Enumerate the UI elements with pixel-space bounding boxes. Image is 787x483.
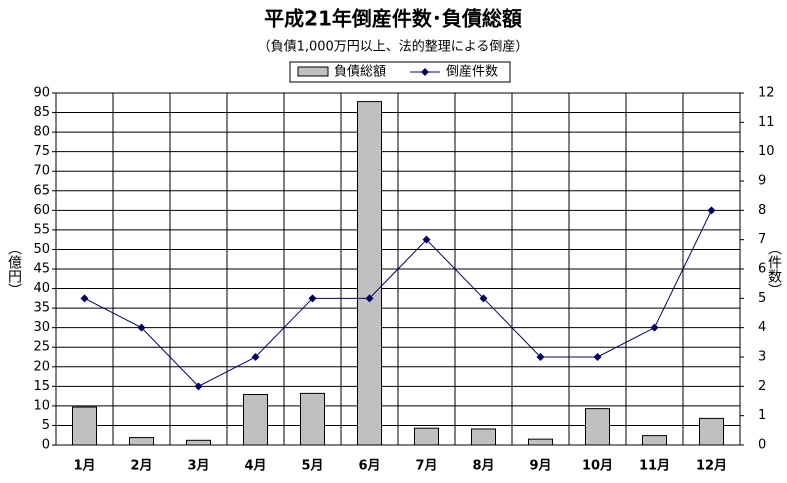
y-tick-label: 0 — [42, 438, 50, 453]
x-tick-label: 12月 — [696, 459, 727, 474]
y-tick-label: 25 — [33, 340, 50, 355]
line-marker — [593, 353, 602, 361]
x-tick-label: 9月 — [529, 459, 551, 474]
y2-tick-label: 0 — [758, 438, 766, 453]
chart-subtitle: （負債1,000万円以上、法的整理による倒産） — [258, 39, 529, 55]
y2-tick-label: 8 — [758, 203, 766, 218]
y-tick-label: 20 — [33, 359, 50, 374]
y2-tick-label: 12 — [758, 86, 775, 101]
x-tick-label: 8月 — [472, 459, 494, 474]
y2-tick-label: 4 — [758, 320, 766, 335]
y-tick-label: 90 — [33, 86, 50, 101]
y2-tick-label: 1 — [758, 408, 766, 423]
line-marker — [707, 206, 716, 215]
bar — [243, 394, 268, 446]
y-axis-label: （億円） — [6, 241, 22, 297]
x-tick-label: 10月 — [582, 459, 613, 474]
plot-frame — [55, 92, 741, 446]
x-tick-label: 1月 — [73, 459, 95, 474]
bar — [300, 392, 325, 446]
y-tick-label: 35 — [33, 301, 50, 316]
y-tick-label: 50 — [33, 242, 50, 257]
bar — [414, 427, 439, 446]
bar — [129, 437, 154, 446]
y-tick-label: 55 — [33, 222, 50, 237]
y2-axis-label: （件数） — [766, 241, 782, 297]
y2-tick-label: 7 — [758, 232, 766, 247]
line-marker — [650, 323, 659, 332]
y2-tick-label: 9 — [758, 174, 766, 189]
y2-tick-label: 6 — [758, 262, 766, 277]
line-marker — [251, 353, 260, 361]
bar — [471, 428, 496, 446]
y-tick-label: 5 — [42, 418, 50, 433]
y2-tick-label: 2 — [758, 379, 766, 394]
line-marker — [308, 294, 317, 303]
y2-tick-label: 5 — [758, 291, 766, 306]
y-tick-label: 15 — [33, 379, 50, 394]
bar — [186, 439, 211, 446]
x-tick-label: 5月 — [301, 459, 323, 474]
bar — [357, 101, 382, 446]
y-tick-label: 70 — [33, 164, 50, 179]
y2-tick-label: 11 — [758, 115, 775, 130]
line-marker — [137, 323, 146, 332]
bar — [72, 406, 97, 446]
y-tick-label: 80 — [33, 125, 50, 140]
y-tick-label: 30 — [33, 320, 50, 335]
x-tick-label: 3月 — [187, 459, 209, 474]
y2-tick-label: 10 — [758, 144, 775, 159]
line-marker — [80, 294, 89, 303]
x-tick-label: 11月 — [639, 459, 670, 474]
legend-swatch-marker — [421, 68, 429, 76]
y2-tick-label: 3 — [758, 350, 766, 365]
y-tick-label: 75 — [33, 144, 50, 159]
line — [84, 210, 712, 387]
line-marker — [479, 294, 488, 303]
bar — [642, 435, 667, 446]
y-tick-label: 45 — [33, 262, 50, 277]
x-tick-label: 6月 — [358, 459, 380, 474]
legend-box — [289, 61, 511, 83]
y-tick-label: 60 — [33, 203, 50, 218]
bar — [585, 408, 610, 446]
legend-label: 負債総額 — [334, 65, 386, 80]
x-tick-label: 7月 — [415, 459, 437, 474]
x-tick-label: 4月 — [244, 459, 266, 474]
legend-label: 倒産件数 — [446, 64, 498, 80]
legend-swatch — [297, 66, 329, 77]
y-tick-label: 10 — [33, 398, 50, 413]
y-tick-label: 85 — [33, 105, 50, 120]
y-tick-label: 40 — [33, 281, 50, 296]
line-marker — [194, 382, 203, 391]
bar — [699, 417, 724, 446]
line-marker — [536, 353, 545, 361]
x-tick-label: 2月 — [130, 459, 152, 474]
chart-title: 平成21年倒産件数･負債総額 — [264, 7, 522, 31]
y-tick-label: 65 — [33, 183, 50, 198]
line-marker — [365, 294, 374, 303]
line-marker — [422, 235, 431, 244]
bar — [528, 438, 553, 446]
